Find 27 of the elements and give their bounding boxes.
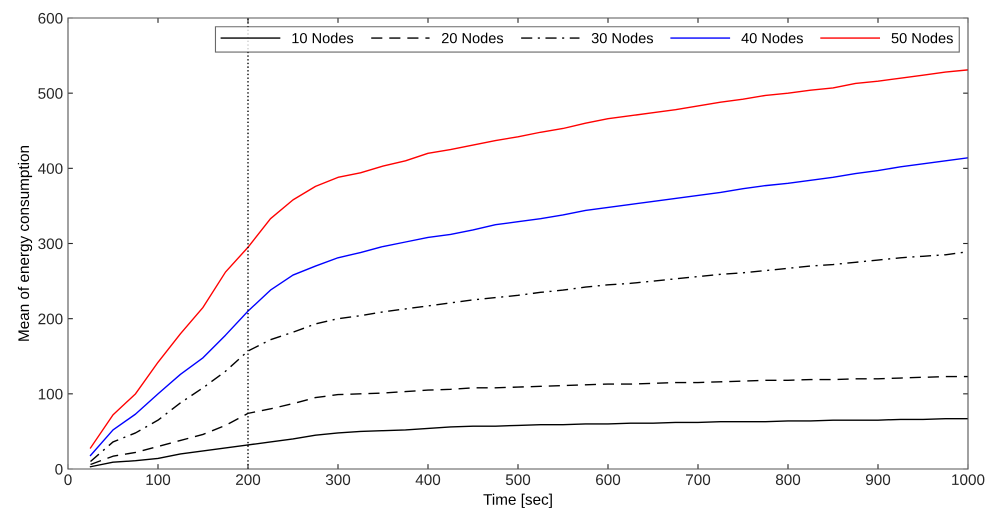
legend-label: 50 Nodes [892,32,953,44]
legend-label: 30 Nodes [592,32,654,44]
x-tick-label: 700 [686,474,710,486]
line-series [90,157,968,456]
x-tick-label: 100 [146,474,170,486]
y-tick-label: 600 [38,12,63,24]
legend-label: 10 Nodes [292,32,354,44]
y-tick-label: 500 [38,88,63,99]
x-tick-label: 500 [506,474,530,486]
x-tick-label: 0 [64,474,72,486]
y-tick-label: 400 [38,163,63,174]
x-tick-label: 200 [236,474,260,486]
line-series [90,69,968,449]
x-tick-label: 800 [776,474,800,486]
y-tick-label: 300 [38,238,63,250]
x-tick-label: 600 [596,474,620,486]
x-tick-label: 900 [866,474,890,486]
x-tick-label: 1000 [952,474,984,486]
x-axis-title: Time [sec] [483,494,552,508]
y-axis-title: Mean of energy consumption [18,146,32,341]
x-tick-label: 300 [326,474,350,486]
legend-label: 20 Nodes [442,32,504,44]
x-tick-label: 400 [416,474,440,486]
legend-label: 40 Nodes [741,32,803,44]
y-tick-label: 100 [38,388,63,400]
y-tick-label: 0 [55,464,63,475]
y-tick-label: 200 [38,314,63,324]
